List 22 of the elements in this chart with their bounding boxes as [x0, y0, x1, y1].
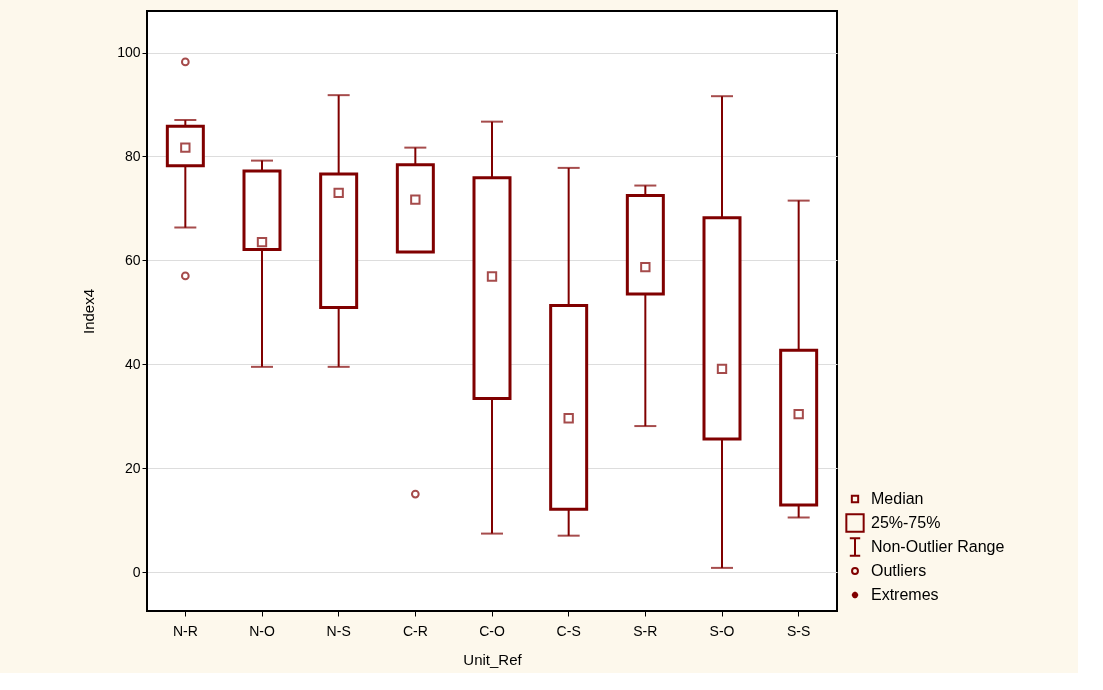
- x-tick-label: C-S: [556, 622, 581, 639]
- x-tick-label: S-R: [633, 622, 658, 639]
- y-tick-label: 80: [124, 147, 141, 164]
- y-tick-label: 0: [132, 563, 141, 580]
- text: Outliers: [871, 562, 927, 579]
- text: Non-Outlier Range: [871, 538, 1005, 555]
- y-tick-label: 20: [124, 459, 141, 476]
- x-tick-label: C-R: [402, 622, 428, 639]
- x-tick-label: N-O: [249, 622, 275, 639]
- y-tick-label: 40: [124, 355, 141, 372]
- text: Extremes: [871, 586, 939, 603]
- x-tick-label: N-S: [326, 622, 351, 639]
- x-axis-title: Unit_Ref: [463, 650, 523, 668]
- y-axis-title: Index4: [80, 288, 98, 335]
- x-tick-label: N-R: [172, 622, 198, 639]
- text: Median: [871, 490, 924, 507]
- x-tick-label: S-O: [709, 622, 735, 639]
- y-tick-label: 100: [117, 44, 141, 61]
- x-tick-label: C-O: [479, 622, 505, 639]
- text: 25%-75%: [871, 514, 941, 531]
- y-tick-label: 60: [124, 251, 141, 268]
- x-tick-label: S-S: [786, 622, 811, 639]
